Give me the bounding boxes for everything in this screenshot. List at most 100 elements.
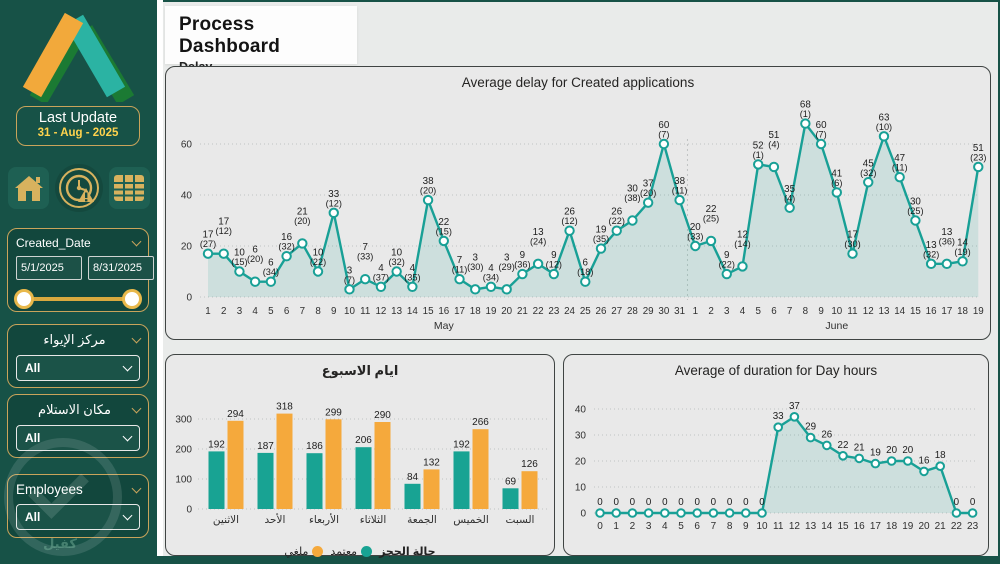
data-point — [973, 161, 984, 173]
data-point — [595, 243, 607, 254]
duration-line-chart[interactable]: 0102030400001020304050607080901033113712… — [564, 385, 988, 553]
svg-text:47: 47 — [894, 153, 905, 164]
chevron-down-icon — [122, 431, 133, 442]
selected-value: All — [25, 431, 41, 445]
svg-text:13: 13 — [805, 521, 817, 532]
weekdays-bar-chart[interactable]: 0 100 200 300 192 294 الاثنين 187 318 الأحد 186 299… — [166, 385, 554, 535]
chevron-down-icon[interactable] — [131, 236, 142, 247]
svg-text:4: 4 — [252, 306, 258, 317]
svg-text:20: 20 — [501, 306, 512, 317]
table-icon — [114, 175, 145, 201]
svg-text:(35): (35) — [404, 272, 420, 282]
data-point — [863, 177, 874, 188]
svg-text:2: 2 — [630, 521, 636, 532]
svg-text:17: 17 — [941, 306, 952, 317]
svg-text:6: 6 — [583, 258, 589, 269]
date-range-slider — [14, 288, 142, 310]
data-point — [721, 268, 732, 280]
svg-text:33: 33 — [328, 189, 339, 200]
bar-cancelled — [325, 419, 342, 509]
svg-text:12: 12 — [789, 521, 801, 532]
svg-text:الثلاثاء: الثلاثاء — [360, 514, 387, 526]
svg-text:(34): (34) — [263, 267, 279, 277]
svg-text:(25): (25) — [703, 213, 719, 223]
svg-text:9: 9 — [520, 250, 525, 261]
svg-text:10: 10 — [831, 306, 842, 317]
delay-chart-card: Average delay for Created applications 0… — [165, 66, 991, 340]
chevron-down-icon[interactable] — [131, 403, 142, 414]
svg-text:16: 16 — [926, 306, 937, 317]
svg-text:(4): (4) — [768, 139, 779, 149]
svg-text:100: 100 — [175, 475, 192, 486]
svg-text:192: 192 — [208, 439, 225, 450]
svg-text:4: 4 — [662, 521, 668, 532]
legend-item-cancelled[interactable]: ملغي — [284, 545, 324, 558]
svg-text:186: 186 — [306, 441, 323, 452]
date-start-input[interactable] — [16, 256, 82, 280]
employees-select[interactable]: All — [16, 504, 140, 530]
svg-text:15: 15 — [837, 521, 849, 532]
svg-text:(33): (33) — [687, 232, 703, 242]
svg-text:290: 290 — [374, 410, 391, 421]
svg-text:13: 13 — [879, 306, 890, 317]
watermark-text: كفيل — [43, 536, 77, 551]
svg-text:30: 30 — [658, 306, 669, 317]
delay-page-button[interactable] — [55, 164, 103, 212]
last-update-date: 31 - Aug - 2025 — [37, 127, 119, 139]
svg-text:11: 11 — [360, 306, 370, 317]
chevron-down-icon[interactable] — [131, 483, 142, 493]
svg-text:60: 60 — [658, 120, 669, 131]
last-update-label: Last Update — [38, 110, 118, 126]
svg-text:7: 7 — [787, 306, 792, 317]
svg-text:2: 2 — [221, 306, 226, 317]
svg-text:10: 10 — [575, 483, 587, 494]
svg-text:(11): (11) — [672, 186, 688, 196]
legend-item-approved[interactable]: معتمد — [330, 545, 373, 558]
svg-text:30: 30 — [910, 197, 921, 208]
data-point — [878, 131, 890, 142]
svg-text:(6): (6) — [831, 178, 842, 188]
svg-text:27: 27 — [611, 306, 622, 317]
data-point — [501, 284, 512, 295]
chevron-down-icon[interactable] — [131, 333, 142, 344]
svg-text:14: 14 — [821, 521, 833, 532]
svg-text:52: 52 — [753, 140, 764, 151]
svg-text:22: 22 — [533, 306, 544, 317]
svg-text:40: 40 — [575, 405, 587, 416]
data-point — [919, 466, 929, 477]
svg-text:22: 22 — [838, 440, 849, 451]
home-button[interactable] — [8, 167, 50, 209]
receiving-place-select[interactable]: All — [16, 425, 140, 451]
svg-text:266: 266 — [472, 417, 489, 428]
svg-text:1: 1 — [693, 306, 698, 317]
bar-cancelled — [423, 469, 440, 509]
svg-text:9: 9 — [331, 306, 336, 317]
svg-text:294: 294 — [227, 409, 244, 420]
filter-label: مكان الاستلام — [38, 402, 111, 417]
date-end-input[interactable] — [88, 256, 154, 280]
data-point — [870, 458, 881, 469]
table-page-button[interactable] — [108, 167, 150, 209]
svg-text:18: 18 — [935, 450, 946, 461]
delay-line-chart[interactable]: 020406017(27)117(12)210(15)36(20)46(34)5… — [166, 97, 990, 339]
svg-text:(11): (11) — [452, 265, 468, 275]
shelter-center-select[interactable]: All — [16, 355, 140, 381]
svg-text:(15): (15) — [231, 257, 247, 267]
slider-handle-end[interactable] — [122, 289, 142, 309]
svg-text:6: 6 — [771, 306, 777, 317]
legend-label: معتمد — [330, 545, 358, 558]
data-point — [822, 440, 832, 451]
home-icon — [14, 176, 43, 201]
svg-text:(20): (20) — [420, 186, 436, 196]
svg-text:22: 22 — [951, 521, 963, 532]
legend-label: ملغي — [284, 545, 309, 558]
data-point — [941, 258, 953, 270]
data-point — [903, 456, 913, 466]
svg-text:40: 40 — [181, 191, 193, 202]
svg-text:(37): (37) — [373, 272, 389, 282]
data-point — [391, 266, 402, 277]
data-point — [360, 273, 371, 285]
svg-text:0: 0 — [662, 497, 668, 508]
slider-handle-start[interactable] — [14, 289, 34, 309]
data-point — [692, 508, 702, 518]
